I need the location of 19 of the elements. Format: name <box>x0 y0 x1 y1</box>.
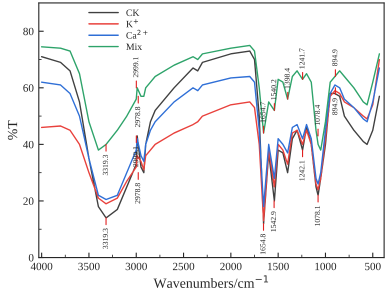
legend-label: Mix <box>126 44 142 50</box>
x-tick-label: 500 <box>365 262 381 270</box>
y-axis-title: %T <box>8 120 18 140</box>
legend-label: Ca$^{2+}$ <box>126 30 148 39</box>
x-tick-label: 3000 <box>126 262 147 270</box>
x-tick-label: 2000 <box>220 262 242 270</box>
x-tick-label: 4000 <box>30 262 52 270</box>
legend-label: CK <box>126 10 140 16</box>
legend-label: K$^{+}$ <box>126 19 138 28</box>
y-tick-label: 0 <box>28 254 34 262</box>
x-tick-label: 1500 <box>268 262 289 270</box>
y-tick-label: 60 <box>23 84 34 92</box>
x-tick-label: 3500 <box>78 262 100 270</box>
x-tick-label: 1000 <box>315 262 336 270</box>
x-axis-title: Wavenumbers/cm$^{−1}$ <box>153 275 268 288</box>
y-tick-label: 80 <box>23 28 34 36</box>
y-tick-label: 40 <box>23 140 34 148</box>
y-tick-label: 20 <box>23 197 34 205</box>
x-tick-label: 2500 <box>172 262 194 270</box>
